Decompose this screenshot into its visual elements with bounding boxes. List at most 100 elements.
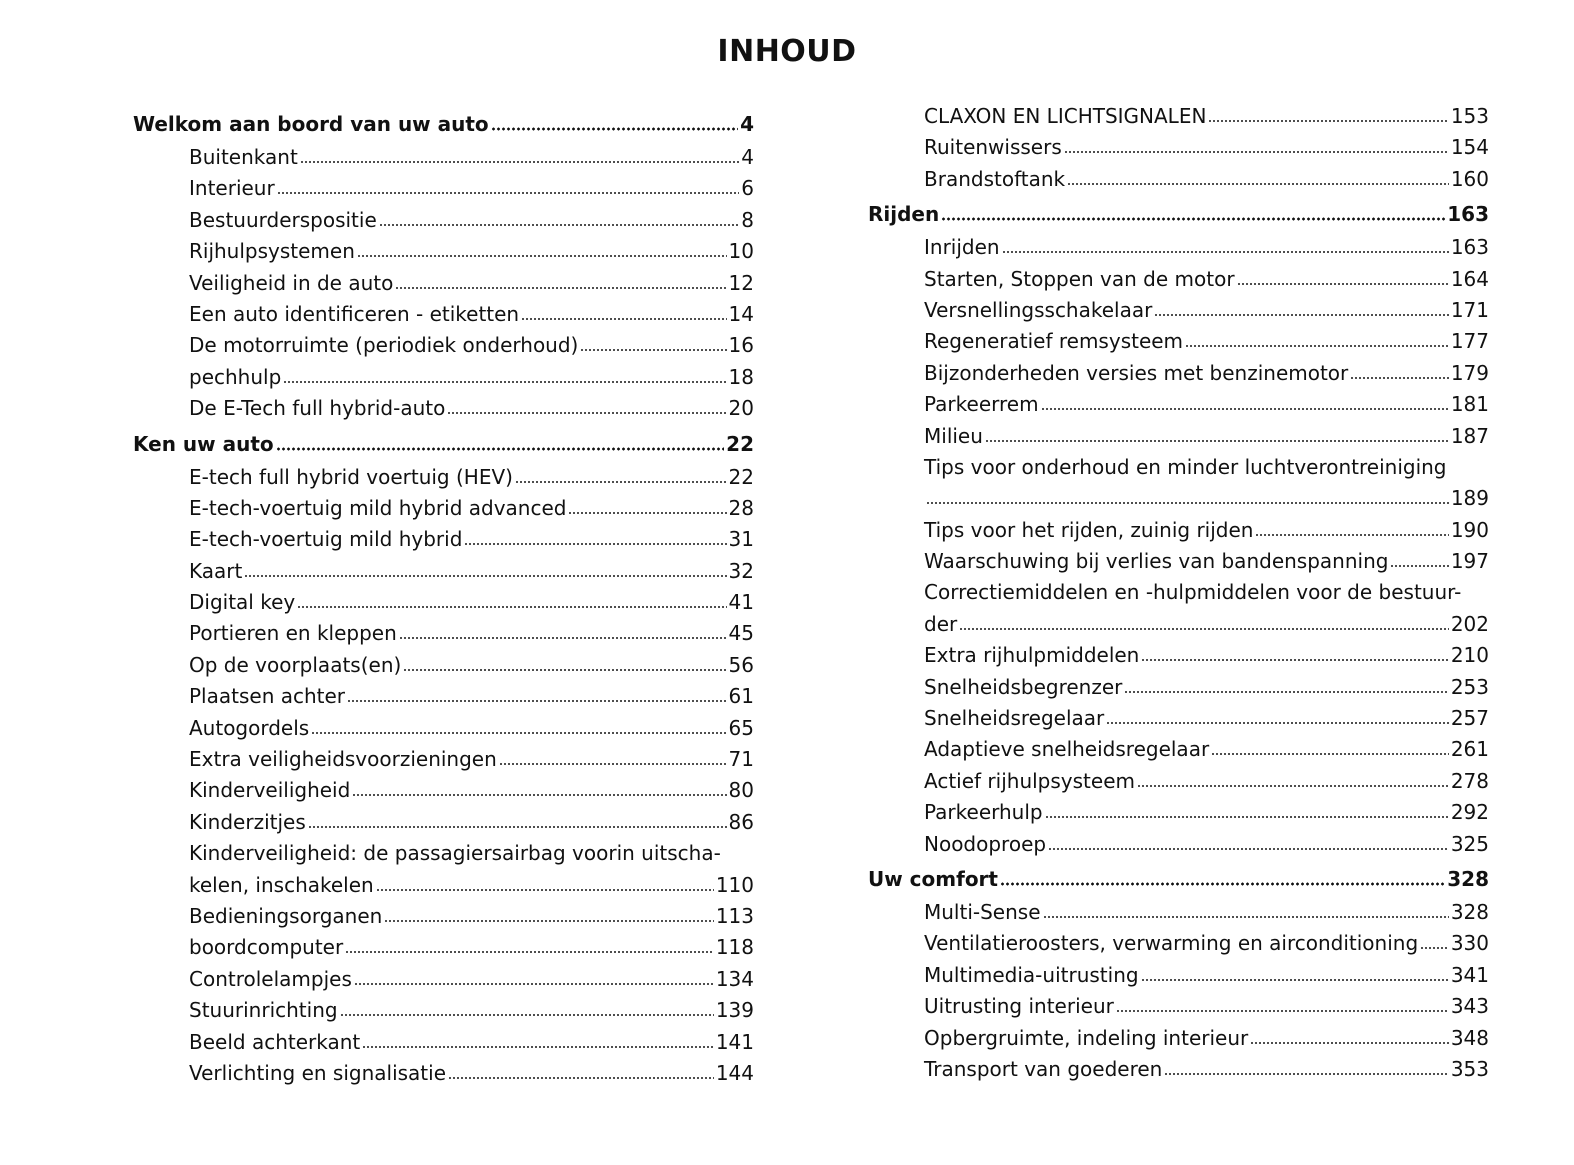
toc-entry[interactable]: Rijhulpsystemen 10 [133, 236, 754, 267]
entry-label: Adaptieve snelheidsregelaar [924, 737, 1210, 762]
toc-entry[interactable]: Bedieningsorganen 113 [133, 901, 754, 932]
toc-entry[interactable]: Snelheidsbegrenzer 253 [868, 672, 1489, 703]
toc-entry[interactable]: Kinderveiligheid 80 [133, 775, 754, 806]
toc-entry[interactable]: Verlichting en signalisatie 144 [133, 1058, 754, 1089]
toc-entry[interactable]: De E-Tech full hybrid-auto 20 [133, 393, 754, 424]
toc-entry[interactable]: Correctiemiddelen en -hulpmiddelen voor … [868, 577, 1489, 608]
dot-leader [299, 160, 740, 164]
toc-entry[interactable]: Snelheidsregelaar 257 [868, 703, 1489, 734]
toc-entry[interactable]: boordcomputer 118 [133, 932, 754, 963]
dot-leader [447, 411, 727, 416]
toc-entry[interactable]: E-tech-voertuig mild hybrid advanced 28 [133, 493, 754, 524]
toc-entry[interactable]: Bestuurderspositie 8 [133, 205, 754, 236]
toc-entry[interactable]: Plaatsen achter 61 [133, 681, 754, 712]
entry-page-number: 328 [1450, 899, 1489, 924]
toc-entry[interactable]: Autogordels 65 [133, 713, 754, 744]
entry-label: Transport van goederen [924, 1056, 1163, 1081]
entry-page-number: 179 [1450, 360, 1489, 385]
dot-leader [1420, 946, 1449, 951]
entry-label: Multimedia-uitrusting [924, 962, 1139, 987]
toc-entry[interactable]: Bijzonderheden versies met benzinemotor 1… [868, 358, 1489, 389]
entry-label: Bedieningsorganen [189, 903, 383, 928]
toc-entry-section[interactable]: Welkom aan boord van uw auto 4 [133, 106, 754, 142]
dot-leader [1390, 564, 1449, 569]
toc-entry[interactable]: Kaart 32 [133, 556, 754, 587]
entry-label: Beeld achterkant [189, 1029, 361, 1054]
toc-entry[interactable]: Digital key 41 [133, 587, 754, 618]
entry-label: Regeneratief remsysteem [924, 329, 1184, 354]
toc-entry[interactable]: Extra rijhulpmiddelen 210 [868, 640, 1489, 671]
toc-entry[interactable]: Extra veiligheidsvoorzieningen 71 [133, 744, 754, 775]
toc-entry-continued[interactable]: 189 [868, 483, 1489, 514]
toc-entry[interactable]: Adaptieve snelheidsregelaar 261 [868, 734, 1489, 765]
entry-page-number: 71 [728, 747, 754, 772]
entry-label: Waarschuwing bij verlies van bandenspann… [924, 549, 1389, 574]
entry-label: Interieur [189, 176, 275, 201]
entry-label: Ruitenwissers [924, 135, 1062, 160]
entry-page-number: 113 [715, 903, 754, 928]
entry-page-number: 177 [1450, 329, 1489, 354]
toc-entry[interactable]: Parkeerrem 181 [868, 389, 1489, 420]
toc-entry-section[interactable]: Ken uw auto 22 [133, 426, 754, 462]
dot-leader [959, 626, 1449, 631]
toc-entry[interactable]: Ventilatieroosters, verwarming en aircon… [868, 928, 1489, 959]
toc-entry[interactable]: Stuurinrichting 139 [133, 995, 754, 1026]
toc-entry[interactable]: Starten, Stoppen van de motor 164 [868, 264, 1489, 295]
entry-page-number: 261 [1450, 737, 1489, 762]
entry-page-number: 343 [1450, 994, 1489, 1019]
entry-page-number: 141 [715, 1029, 754, 1054]
toc-entry-continued[interactable]: der 202 [868, 609, 1489, 640]
dot-leader [1115, 1009, 1449, 1014]
entry-label: boordcomputer [189, 935, 344, 960]
entry-page-number: 20 [728, 396, 754, 421]
toc-entry[interactable]: Tips voor onderhoud en minder luchtveron… [868, 452, 1489, 483]
toc-entry[interactable]: pechhulp 18 [133, 362, 754, 393]
toc-entry[interactable]: Buitenkant 4 [133, 142, 754, 173]
dot-leader [926, 501, 1449, 506]
toc-entry[interactable]: Transport van goederen 353 [868, 1054, 1489, 1085]
entry-page-number: 160 [1450, 166, 1489, 191]
toc-entry[interactable]: Versnellingsschakelaar 171 [868, 295, 1489, 326]
toc-entry[interactable]: Interieur 6 [133, 173, 754, 204]
entry-page-number: 353 [1450, 1056, 1489, 1081]
entry-page-number: 12 [728, 270, 754, 295]
dot-leader [1185, 344, 1449, 349]
toc-entry[interactable]: Waarschuwing bij verlies van bandenspann… [868, 546, 1489, 577]
toc-entry[interactable]: Milieu 187 [868, 421, 1489, 452]
entry-page-number: 6 [741, 176, 754, 201]
toc-entry[interactable]: Brandstoftank 160 [868, 164, 1489, 195]
toc-entry[interactable]: Ruitenwissers 154 [868, 132, 1489, 163]
toc-entry[interactable]: E-tech full hybrid voertuig (HEV) 22 [133, 462, 754, 493]
toc-entry[interactable]: Noodoproep 325 [868, 829, 1489, 860]
toc-entry-continued[interactable]: kelen, inschakelen 110 [133, 870, 754, 901]
toc-entry[interactable]: Regeneratief remsysteem 177 [868, 326, 1489, 357]
toc-entry-section[interactable]: Uw comfort 328 [868, 861, 1489, 897]
toc-entry[interactable]: Een auto identificeren - etiketten 14 [133, 299, 754, 330]
toc-entry[interactable]: E-tech-voertuig mild hybrid 31 [133, 524, 754, 555]
toc-entry[interactable]: Beeld achterkant 141 [133, 1027, 754, 1058]
entry-page-number: 4 [740, 112, 754, 136]
toc-entry[interactable]: Kinderveiligheid: de passagiersairbag vo… [133, 838, 754, 869]
toc-entry[interactable]: Parkeerhulp 292 [868, 797, 1489, 828]
entry-page-number: 163 [1447, 202, 1489, 227]
toc-entry[interactable]: Tips voor het rijden, zuinig rijden 190 [868, 515, 1489, 546]
toc-entry[interactable]: Multimedia-uitrusting 341 [868, 960, 1489, 991]
toc-entry[interactable]: Portieren en kleppen 45 [133, 618, 754, 649]
entry-label: Rijhulpsystemen [189, 239, 355, 264]
toc-entry[interactable]: Controlelampjes 134 [133, 964, 754, 995]
entry-page-number: 330 [1450, 931, 1489, 956]
toc-entry[interactable]: Kinderzitjes 86 [133, 807, 754, 838]
toc-entry[interactable]: Multi-Sense 328 [868, 897, 1489, 928]
toc-entry[interactable]: De motorruimte (periodiek onderhoud) 16 [133, 330, 754, 361]
toc-entry[interactable]: Veiligheid in de auto 12 [133, 268, 754, 299]
toc-entry[interactable]: CLAXON EN LICHTSIGNALEN 153 [868, 101, 1489, 132]
toc-entry[interactable]: Op de voorplaats(en) 56 [133, 650, 754, 681]
toc-entry[interactable]: Opbergruimte, indeling interieur 348 [868, 1023, 1489, 1054]
toc-entry[interactable]: Uitrusting interieur 343 [868, 991, 1489, 1022]
toc-entry-section[interactable]: Rijden 163 [868, 196, 1489, 232]
entry-label: Actief rijhulpsysteem [924, 768, 1135, 793]
toc-entry[interactable]: Inrijden 163 [868, 232, 1489, 263]
entry-label: De E-Tech full hybrid-auto [189, 396, 446, 421]
entry-label: Correctiemiddelen en -hulpmiddelen voor … [924, 580, 1462, 605]
toc-entry[interactable]: Actief rijhulpsysteem 278 [868, 766, 1489, 797]
